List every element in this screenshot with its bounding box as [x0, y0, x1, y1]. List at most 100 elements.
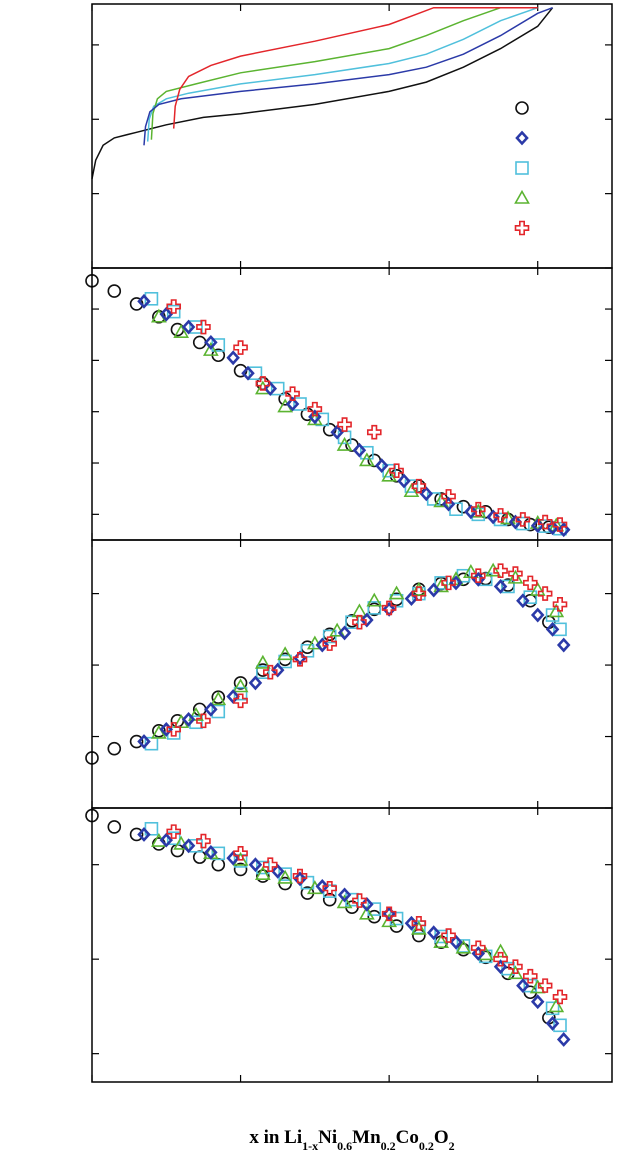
data-point	[493, 951, 508, 967]
data-point	[358, 452, 375, 467]
legend-entry	[515, 130, 529, 146]
data-point	[449, 934, 463, 950]
data-point	[256, 869, 270, 883]
subscript: 1-x	[302, 1139, 318, 1151]
data-point	[404, 591, 419, 607]
data-point	[419, 486, 434, 502]
data-point	[166, 722, 182, 737]
data-point	[322, 892, 337, 907]
data-point	[263, 381, 278, 397]
legend-entry	[515, 161, 529, 175]
data-point	[293, 397, 307, 411]
data-point	[522, 575, 538, 591]
data-point	[300, 643, 315, 658]
data-point	[233, 846, 248, 861]
subscript: 0.2	[419, 1139, 434, 1151]
data-point	[330, 424, 344, 440]
data-point	[537, 514, 553, 530]
data-point	[277, 646, 294, 661]
data-point	[337, 887, 352, 903]
series-line	[150, 6, 501, 140]
data-point	[389, 463, 404, 479]
data-point	[204, 334, 218, 350]
x-axis: x in Li1-xNi0.6Mn0.2Co0.2O2	[249, 1127, 454, 1151]
data-point	[410, 581, 427, 596]
data-point	[232, 678, 249, 693]
data-point	[553, 622, 567, 637]
series-line	[91, 7, 554, 179]
data-point	[441, 575, 456, 591]
data-point	[137, 827, 151, 842]
data-point	[545, 1015, 560, 1031]
data-point	[410, 920, 427, 935]
label-part: Co	[396, 1127, 419, 1148]
data-point	[293, 650, 307, 666]
data-point	[548, 998, 565, 1013]
data-point	[262, 664, 278, 680]
data-point	[226, 689, 240, 704]
data-point	[278, 654, 292, 669]
legend-marker	[515, 101, 529, 115]
data-point	[270, 863, 285, 879]
data-point	[107, 284, 122, 298]
data-point	[374, 458, 389, 474]
data-point	[367, 909, 382, 924]
data-point	[129, 827, 144, 842]
data-point	[292, 652, 308, 667]
data-point	[254, 866, 271, 880]
data-point	[188, 706, 204, 721]
data-point	[552, 517, 568, 532]
data-point	[516, 516, 530, 531]
data-point	[470, 568, 486, 584]
data-point	[470, 940, 486, 956]
data-point	[285, 396, 300, 412]
data-point	[441, 928, 456, 943]
data-point	[256, 665, 270, 680]
data-point	[107, 741, 122, 756]
data-point	[388, 585, 405, 600]
data-point	[129, 734, 144, 749]
panel-d	[85, 807, 613, 1083]
data-point	[277, 869, 294, 884]
data-point	[493, 563, 508, 579]
data-point	[485, 562, 502, 577]
data-point	[292, 868, 308, 884]
data-point	[196, 319, 211, 335]
data-point	[545, 608, 560, 622]
data-point	[556, 522, 571, 538]
data-point	[262, 857, 278, 872]
x-axis-label: x in Li1-xNi0.6Mn0.2Co0.2O2	[249, 1127, 454, 1151]
data-point	[434, 576, 448, 590]
data-point	[285, 386, 300, 402]
label-part: Mn	[352, 1127, 381, 1148]
data-point	[516, 978, 530, 994]
data-point	[530, 994, 545, 1010]
data-point	[159, 306, 174, 322]
legend-entry	[514, 220, 530, 236]
subscript: 0.2	[381, 1139, 396, 1151]
data-point	[462, 564, 479, 578]
legend-entry	[514, 189, 530, 204]
data-point	[441, 496, 456, 512]
data-point	[166, 824, 182, 839]
data-point	[426, 582, 441, 598]
data-point	[381, 913, 398, 928]
data-point	[403, 483, 420, 498]
data-point	[248, 366, 263, 381]
data-point	[381, 906, 397, 922]
data-point	[501, 579, 515, 594]
legend	[514, 101, 530, 236]
data-point	[233, 340, 248, 355]
data-point	[508, 566, 523, 581]
label-part: x in Li	[249, 1127, 302, 1148]
data-point	[307, 401, 323, 417]
data-point	[545, 621, 560, 637]
data-point	[211, 846, 226, 861]
data-point	[455, 939, 472, 954]
legend-marker	[515, 161, 529, 175]
data-point	[545, 520, 560, 536]
data-point	[270, 662, 285, 678]
data-point	[322, 636, 338, 651]
data-point	[204, 701, 218, 717]
